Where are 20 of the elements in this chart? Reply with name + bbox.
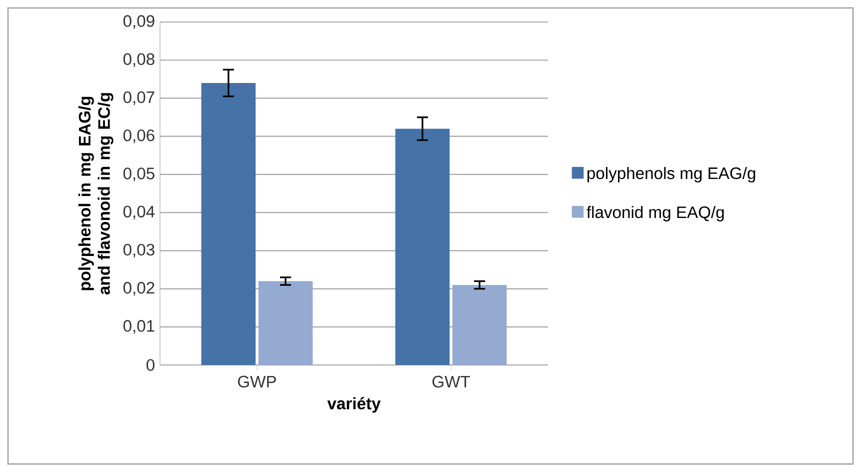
y-tick-label: 0,03: [123, 244, 154, 258]
x-tick-label: GWT: [432, 376, 470, 388]
y-tick-label: 0: [146, 359, 154, 371]
y-axis-title: polyphenol in mg EAG/g and flavonoid in mg EC/g: [78, 93, 114, 294]
bar: [201, 82, 256, 365]
y-tick-label: 0,04: [123, 206, 155, 220]
x-tick-label: GWP: [238, 376, 276, 388]
y-tick-label: 0,07: [123, 91, 154, 106]
bar: [258, 281, 313, 365]
legend-label: flavonid mg EAQ/g: [586, 206, 724, 222]
y-tick-label: 0,08: [123, 53, 154, 67]
y-tick-label: 0,02: [123, 282, 154, 296]
x-axis-title: variéty: [327, 397, 381, 413]
legend-label: polyphenols mg EAG/g: [587, 166, 756, 182]
y-tick-label: 0,06: [123, 129, 154, 144]
bar: [452, 284, 507, 365]
y-tick-label: 0,05: [123, 168, 154, 182]
y-tick-label: 0,09: [123, 15, 154, 29]
bar: [395, 128, 450, 365]
y-tick-label: 0,01: [123, 320, 154, 334]
